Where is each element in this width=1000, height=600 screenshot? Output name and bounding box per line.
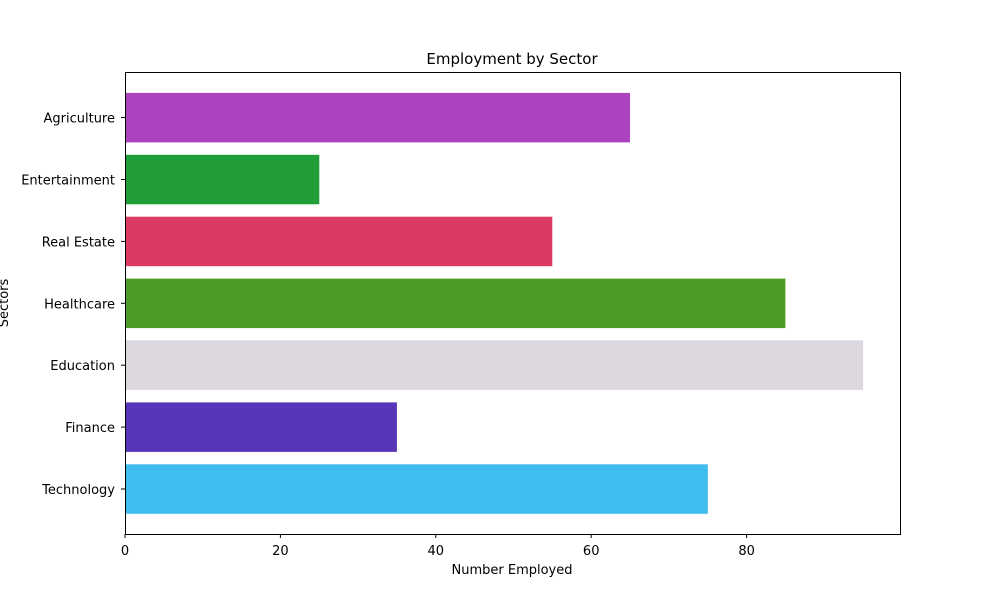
bar-finance (125, 402, 397, 452)
x-tick-label: 40 (428, 544, 445, 559)
x-tick-label: 60 (583, 544, 600, 559)
y-tick-label: Entertainment (21, 174, 115, 189)
bar-healthcare (125, 278, 786, 329)
y-tick-label: Agriculture (44, 112, 116, 127)
y-tick-label: Healthcare (44, 297, 115, 312)
axes-frame (125, 72, 901, 535)
chart-title: Employment by Sector (426, 50, 598, 68)
x-tick-label: 0 (121, 544, 129, 559)
x-tick-label: 20 (272, 544, 289, 559)
y-tick-label: Technology (41, 483, 115, 498)
y-axis-label: Sectors (0, 278, 12, 327)
bar-entertainment (125, 154, 320, 205)
y-tick-label: Real Estate (42, 235, 115, 250)
bar-real-estate (125, 216, 553, 267)
bar-education (125, 340, 864, 390)
x-ticks: 0 20 40 60 80 (121, 534, 755, 559)
x-axis-label: Number Employed (452, 563, 573, 578)
y-ticks: Technology Finance Education Healthcare Real… (21, 112, 125, 498)
bar-agriculture (125, 92, 630, 143)
y-tick-label: Finance (65, 421, 115, 436)
x-tick-label: 80 (738, 544, 755, 559)
bars-group (125, 92, 864, 514)
y-tick-label: Education (50, 359, 115, 374)
bar-technology (125, 464, 708, 514)
